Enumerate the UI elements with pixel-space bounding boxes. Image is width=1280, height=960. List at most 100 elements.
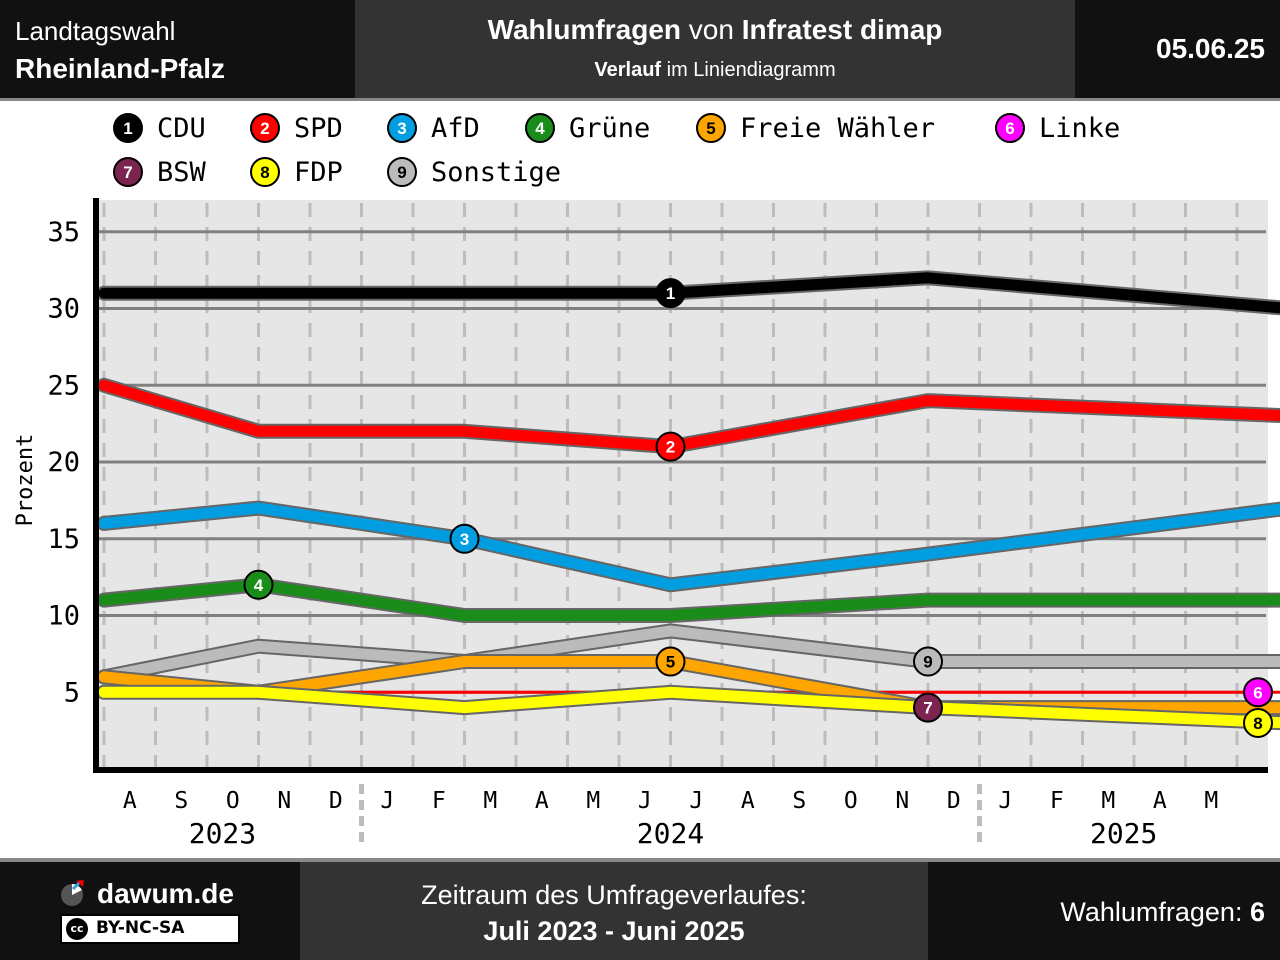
legend-marker-7 (250, 157, 280, 187)
y-tick-label: 30 (47, 294, 80, 325)
legend-marker-3 (525, 113, 555, 143)
month-label: S (792, 788, 806, 814)
series-line-2 (98, 379, 1280, 453)
month-label: M (1204, 788, 1218, 814)
footer-count-panel: Wahlumfragen: 6 (928, 862, 1280, 960)
legend-marker-4 (696, 113, 726, 143)
y-tick-label: 35 (47, 217, 80, 248)
series-line-3 (98, 502, 1280, 591)
footer-period-panel: Zeitraum des Umfrageverlaufes: Juli 2023… (300, 862, 928, 960)
election-type: Landtagswahl (15, 16, 176, 46)
legend-label-6: BSW (157, 157, 207, 188)
series-marker-5 (655, 646, 686, 677)
legend-label-7: FDP (294, 157, 343, 188)
title-institute: Infratest dimap (741, 14, 943, 45)
series-marker-number-3: 3 (460, 530, 469, 549)
poll-date: 05.06.25 (1156, 33, 1265, 64)
series-marker-number-2: 2 (666, 438, 675, 457)
y-axis-label: Prozent (13, 434, 38, 527)
series-markers: 1 2 3 4 5 6 7 8 9 (243, 278, 1273, 738)
legend-label-1: SPD (294, 113, 343, 144)
series-marker-number-4: 4 (254, 576, 264, 595)
legend-label-5: Linke (1039, 113, 1120, 144)
poll-count-value: 6 (1249, 897, 1265, 927)
title-von: von (681, 14, 742, 45)
y-tick-label: 10 (47, 601, 80, 632)
legend-number-1: 2 (260, 119, 269, 138)
month-label: D (947, 788, 961, 814)
legend-label-2: AfD (431, 113, 480, 144)
series-marker-7 (913, 692, 943, 723)
month-label: D (329, 788, 343, 814)
month-label: A (123, 788, 137, 814)
legend-number-2: 3 (397, 119, 406, 138)
page-subtitle: Verlauf im Liniendiagramm (355, 59, 1075, 82)
series-marker-3 (449, 523, 480, 554)
series-marker-8 (1243, 707, 1273, 738)
legend-marker-6 (113, 157, 143, 187)
chart-legend: 1 CDU 2 SPD 3 AfD 4 Grüne 5 Freie Wähler 6 Linke 7 BS… (113, 113, 1120, 188)
y-tick-labels: 5 10 15 20 25 30 35 (47, 217, 80, 709)
series-line-9 (98, 625, 1280, 683)
header-election-panel: Landtagswahl Rheinland-Pfalz (0, 0, 355, 98)
series-marker-number-8: 8 (1253, 714, 1262, 733)
period-label: Zeitraum des Umfrageverlaufes: (421, 880, 807, 910)
year-label: 2024 (637, 817, 704, 850)
license-badge[interactable]: cc BY-NC-SA (60, 914, 240, 944)
series-line-4 (98, 579, 1280, 621)
month-label: J (380, 788, 394, 814)
legend-number-0: 1 (123, 119, 132, 138)
period-value: Juli 2023 - Juni 2025 (483, 916, 745, 946)
legend-number-5: 6 (1005, 119, 1014, 138)
series-line-8 (98, 686, 1280, 729)
legend-number-6: 7 (123, 163, 132, 182)
title-main: Wahlumfragen (487, 14, 681, 45)
year-label: 2023 (189, 817, 256, 850)
license-text: BY-NC-SA (96, 918, 185, 938)
legend-number-3: 4 (535, 119, 545, 138)
month-label: J (689, 788, 703, 814)
series-marker-number-7: 7 (923, 699, 932, 718)
series-lines (96, 270, 1280, 731)
series-marker-4 (243, 569, 274, 600)
legend-label-8: Sonstige (431, 157, 561, 188)
y-tick-label: 25 (47, 370, 80, 401)
site-name-link[interactable]: dawum.de (97, 878, 234, 909)
month-label: M (483, 788, 497, 814)
month-label: O (226, 788, 240, 814)
x-tick-labels: A S O N D J F M A M J J A S O N D J F M A M 2023 2024 2025 (123, 784, 1218, 850)
poll-count: Wahlumfragen: 6 (1060, 897, 1265, 928)
month-label: S (174, 788, 188, 814)
subtitle-rest: im Liniendiagramm (661, 59, 836, 81)
series-marker-number-5: 5 (666, 653, 675, 672)
legend-marker-8 (387, 157, 417, 187)
month-label: J (998, 788, 1012, 814)
footer-divider (0, 858, 1280, 862)
series-marker-1 (655, 278, 686, 309)
poll-line-chart: 1 CDU 2 SPD 3 AfD 4 Grüne 5 Freie Wähler 6 Linke 7 BS… (13, 113, 1280, 850)
series-marker-6 (1243, 677, 1273, 708)
month-label: A (741, 788, 755, 814)
month-label: O (844, 788, 858, 814)
legend-number-7: 8 (260, 163, 269, 182)
header-date-panel: 05.06.25 (1075, 0, 1280, 98)
election-region: Rheinland-Pfalz (15, 53, 226, 84)
legend-marker-5 (995, 113, 1025, 143)
month-label: F (1050, 788, 1064, 814)
legend-label-3: Grüne (569, 113, 650, 144)
month-label: M (1101, 788, 1115, 814)
series-marker-number-6: 6 (1253, 683, 1262, 702)
y-tick-label: 5 (64, 677, 80, 708)
poll-count-label: Wahlumfragen: (1060, 897, 1250, 927)
header-title-panel: Wahlumfragen von Infratest dimap Verlauf… (355, 0, 1075, 98)
legend-marker-0 (113, 113, 143, 143)
month-label: M (586, 788, 600, 814)
series-marker-9 (913, 646, 943, 677)
subtitle-main: Verlauf (594, 59, 662, 81)
page-title: Wahlumfragen von Infratest dimap (355, 14, 1075, 46)
month-label: N (277, 788, 291, 814)
y-tick-label: 15 (47, 524, 80, 555)
legend-label-0: CDU (157, 113, 206, 144)
month-label: N (895, 788, 909, 814)
legend-marker-2 (387, 113, 417, 143)
